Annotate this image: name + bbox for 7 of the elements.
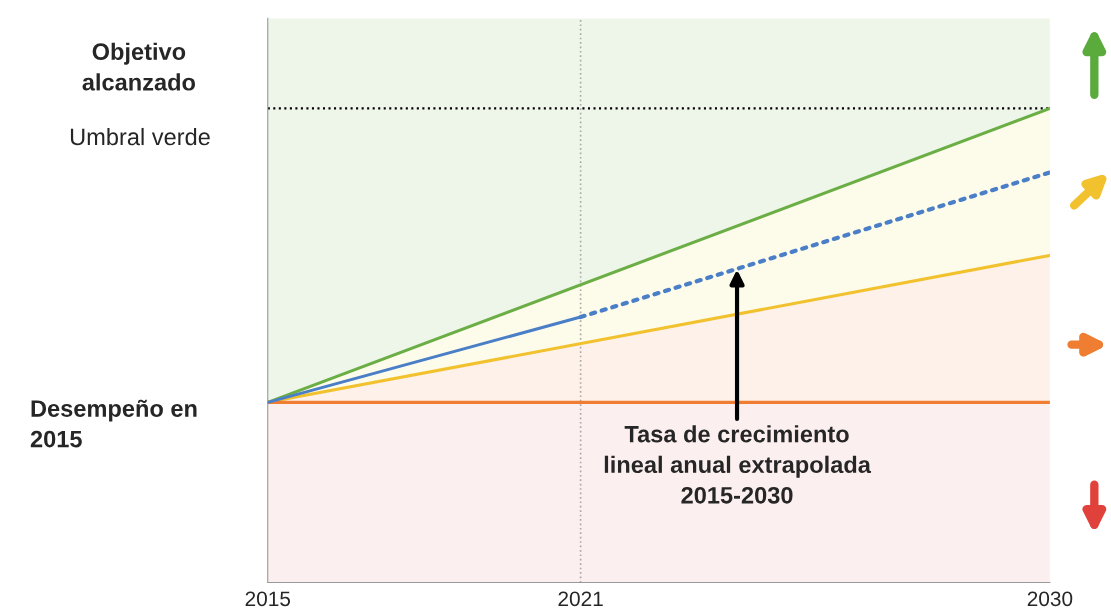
- x-tick-label: 2021: [558, 591, 603, 607]
- ref-line-label: Umbral verde: [70, 127, 210, 146]
- x-tick-label: 2015: [245, 591, 291, 607]
- text: Objetivo alcanzado: [82, 42, 196, 91]
- x-tick-label: 2030: [1027, 591, 1073, 607]
- annotation: Tasa de crecimiento lineal anual extrapolada 2015-2030: [604, 425, 872, 504]
- text: Desempeño en 2015: [30, 399, 197, 448]
